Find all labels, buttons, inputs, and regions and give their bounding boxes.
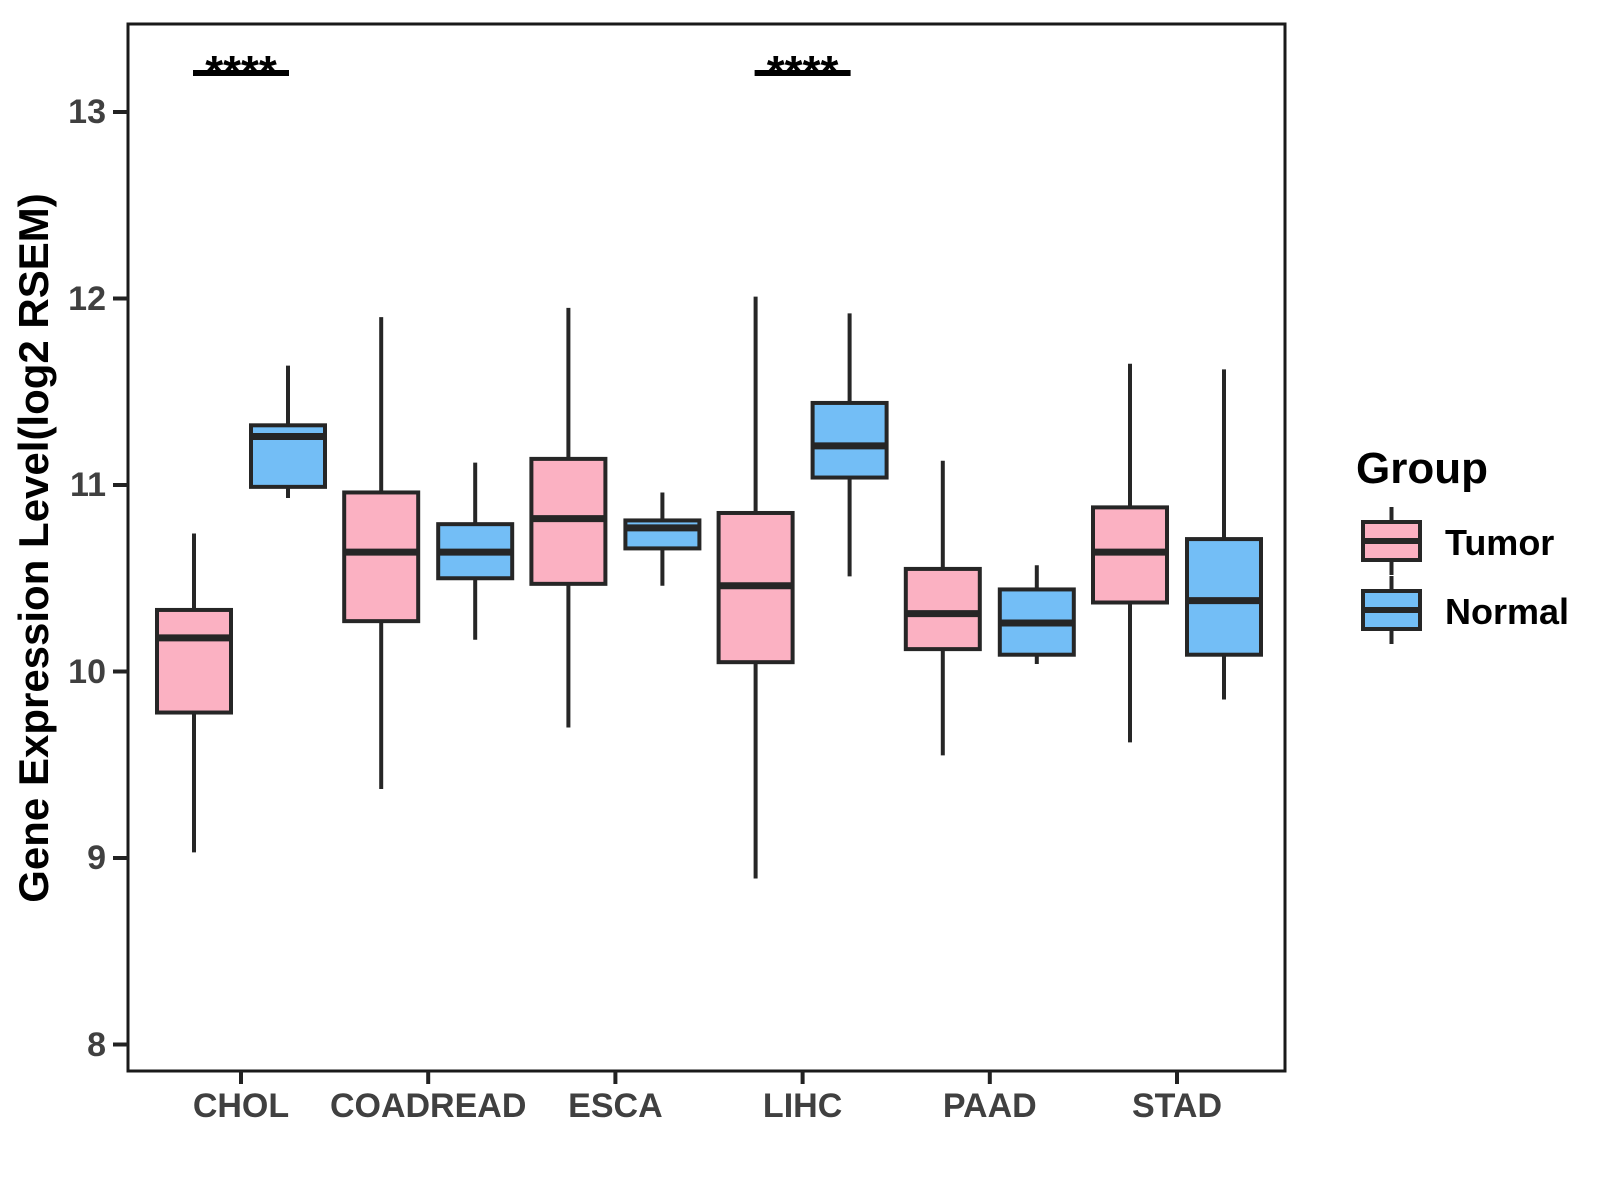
legend-label-tumor: Tumor [1445,522,1555,563]
significance-asterisks: **** [767,46,839,98]
box-PAAD-Normal [997,565,1076,665]
legend-swatch-tumor [1361,507,1422,575]
x-tick-label-LIHC: LIHC [762,1087,843,1125]
y-tick-label: 9 [87,839,106,877]
box-LIHC-Tumor [716,296,795,879]
iqr-box [903,566,982,652]
significance-CHOL: **** [193,46,289,98]
box-COADREAD-Normal [436,462,515,640]
box-PAAD-Tumor [903,460,982,756]
box-CHOL-Tumor [155,533,233,853]
box-COADREAD-Tumor [342,317,421,789]
box-CHOL-Normal [249,365,327,499]
x-tick-label-PAAD: PAAD [942,1087,1037,1125]
y-tick-label: 13 [68,93,106,131]
y-tick-label: 11 [70,466,106,504]
x-tick-label-STAD: STAD [1131,1087,1223,1125]
box-ESCA-Normal [623,492,702,586]
iqr-box [342,490,421,624]
x-tick-label-COADREAD: COADREAD [329,1087,527,1125]
box-ESCA-Tumor [529,307,608,728]
box-STAD-Tumor [1091,363,1169,743]
x-tick-label-CHOL: CHOL [192,1087,290,1125]
legend-swatch-normal [1361,576,1422,644]
y-axis-title: Gene Expression Level(log2 RSEM) [10,193,57,903]
box-STAD-Normal [1185,369,1263,700]
iqr-box [810,400,889,480]
panel-border [126,22,1287,1073]
box-LIHC-Normal [810,313,889,577]
x-tick-label-ESCA: ESCA [568,1087,663,1125]
iqr-box [1185,537,1263,657]
legend-title: Group [1356,444,1488,493]
y-tick-label: 10 [68,652,106,691]
legend-label-normal: Normal [1445,591,1570,632]
significance-LIHC: **** [754,46,851,98]
iqr-box [155,607,233,715]
y-tick-label: 8 [87,1025,106,1064]
significance-asterisks: **** [205,46,277,98]
y-tick-label: 12 [68,279,106,318]
